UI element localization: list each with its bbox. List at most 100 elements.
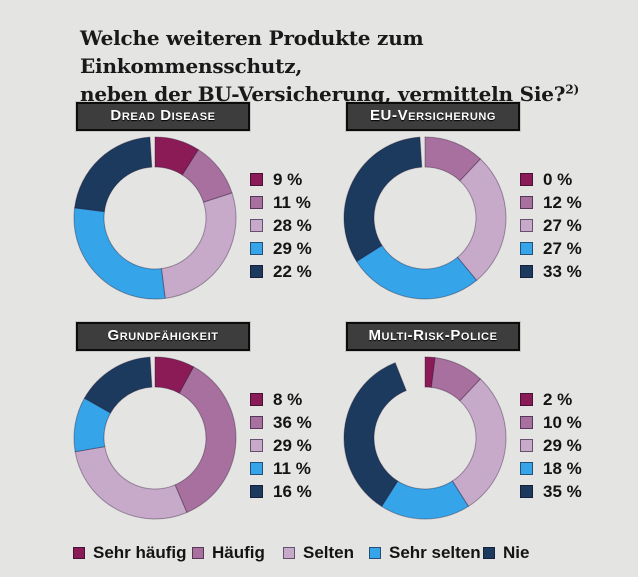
- donut-svg: [73, 136, 237, 300]
- color-swatch-sehr-selten: [520, 242, 533, 255]
- percent-list-multi-risk-police: 2 % 10 % 29 % 18 % 35 %: [520, 388, 582, 503]
- percent-label: 27 %: [543, 238, 582, 258]
- donut-segment-nie: [83, 356, 153, 414]
- percent-row: 36 %: [250, 411, 312, 434]
- percent-row: 29 %: [250, 237, 312, 260]
- chart-header-grundfaehigkeit: Grundfähigkeit: [76, 322, 250, 351]
- chart-header-dread-disease: Dread Disease: [76, 102, 250, 131]
- color-swatch-selten: [520, 439, 533, 452]
- legend-swatch-nie: [483, 547, 495, 559]
- color-swatch-nie: [520, 485, 533, 498]
- donut-chart-grundfaehigkeit: [71, 354, 239, 522]
- legend-label-haeufig: Häufig: [212, 543, 265, 562]
- percent-label: 29 %: [273, 435, 312, 455]
- percent-row: 35 %: [520, 480, 582, 503]
- color-swatch-häufig: [250, 416, 263, 429]
- percent-row: 22 %: [250, 260, 312, 283]
- color-swatch-selten: [250, 219, 263, 232]
- donut-chart-dread-disease: [71, 134, 239, 302]
- percent-label: 16 %: [273, 481, 312, 501]
- chart-header-multi-risk-police: Multi-Risk-Police: [346, 322, 520, 351]
- donut-panel-eu-versicherung: EU-Versicherung 0 % 12 % 27 % 27 % 33 %: [343, 102, 626, 322]
- legend-item-sehr-selten: Sehr selten: [369, 543, 481, 562]
- percent-row: 9 %: [250, 168, 312, 191]
- percent-label: 29 %: [543, 435, 582, 455]
- percent-row: 29 %: [250, 434, 312, 457]
- donut-panel-dread-disease: Dread Disease 9 % 11 % 28 % 29 % 22 %: [73, 102, 356, 322]
- percent-label: 8 %: [273, 389, 303, 409]
- percent-row: 16 %: [250, 480, 312, 503]
- percent-label: 28 %: [273, 215, 312, 235]
- percent-label: 11 %: [273, 192, 311, 212]
- percent-label: 12 %: [543, 192, 582, 212]
- legend-label-sehr-selten: Sehr selten: [389, 543, 481, 562]
- percent-list-grundfaehigkeit: 8 % 36 % 29 % 11 % 16 %: [250, 388, 312, 503]
- color-swatch-nie: [250, 485, 263, 498]
- color-swatch-sehr-selten: [520, 462, 533, 475]
- color-swatch-häufig: [520, 416, 533, 429]
- percent-label: 29 %: [273, 238, 312, 258]
- chart-header-eu-versicherung: EU-Versicherung: [346, 102, 520, 131]
- donut-segment-sehr-selten: [73, 207, 166, 300]
- donut-svg: [343, 356, 507, 520]
- percent-label: 0 %: [543, 169, 573, 189]
- page-title: Welche weiteren Produkte zum Einkommenss…: [80, 24, 620, 108]
- donut-segment-häufig: [174, 366, 237, 514]
- donut-panel-multi-risk-police: Multi-Risk-Police 2 % 10 % 29 % 18 % 35 %: [343, 322, 626, 542]
- donut-segment-nie: [343, 362, 407, 508]
- donut-segment-nie: [74, 136, 153, 213]
- percent-label: 2 %: [543, 389, 573, 409]
- percent-label: 9 %: [273, 169, 303, 189]
- color-swatch-sehr-selten: [250, 242, 263, 255]
- color-swatch-sehr-häufig: [520, 393, 533, 406]
- percent-row: 27 %: [520, 237, 582, 260]
- donut-chart-eu-versicherung: [341, 134, 509, 302]
- legend-swatch-sehr-haeufig: [73, 547, 85, 559]
- percent-label: 36 %: [273, 412, 312, 432]
- donut-segment-selten: [160, 192, 237, 299]
- color-swatch-sehr-häufig: [250, 173, 263, 186]
- percent-row: 11 %: [250, 191, 312, 214]
- percent-label: 27 %: [543, 215, 582, 235]
- color-swatch-sehr-häufig: [520, 173, 533, 186]
- legend-swatch-haeufig: [192, 547, 204, 559]
- color-swatch-sehr-häufig: [250, 393, 263, 406]
- donut-segment-selten: [456, 158, 507, 282]
- percent-row: 18 %: [520, 457, 582, 480]
- percent-row: 8 %: [250, 388, 312, 411]
- donut-svg: [73, 356, 237, 520]
- donut-svg: [343, 136, 507, 300]
- percent-label: 10 %: [543, 412, 582, 432]
- color-swatch-nie: [520, 265, 533, 278]
- percent-row: 10 %: [520, 411, 582, 434]
- legend-item-sehr-haeufig: Sehr häufig: [73, 543, 187, 562]
- percent-label: 22 %: [273, 261, 312, 281]
- legend-label-selten: Selten: [303, 543, 355, 562]
- color-swatch-selten: [520, 219, 533, 232]
- percent-list-eu-versicherung: 0 % 12 % 27 % 27 % 33 %: [520, 168, 582, 283]
- percent-row: 33 %: [520, 260, 582, 283]
- percent-row: 0 %: [520, 168, 582, 191]
- donut-segment-häufig: [430, 357, 482, 402]
- legend-swatch-selten: [283, 547, 295, 559]
- color-swatch-sehr-selten: [250, 462, 263, 475]
- percent-label: 33 %: [543, 261, 582, 281]
- percent-row: 27 %: [520, 214, 582, 237]
- donut-segment-sehr-selten: [355, 244, 478, 300]
- legend-label-nie: Nie: [503, 543, 530, 562]
- legend-item-haeufig: Häufig: [192, 543, 265, 562]
- percent-row: 28 %: [250, 214, 312, 237]
- color-swatch-nie: [250, 265, 263, 278]
- legend-item-nie: Nie: [483, 543, 530, 562]
- donut-panel-grundfaehigkeit: Grundfähigkeit 8 % 36 % 29 % 11 % 16 %: [73, 322, 356, 542]
- percent-list-dread-disease: 9 % 11 % 28 % 29 % 22 %: [250, 168, 312, 283]
- legend-swatch-sehr-selten: [369, 547, 381, 559]
- donut-segment-selten: [74, 446, 188, 520]
- percent-label: 35 %: [543, 481, 582, 501]
- color-swatch-selten: [250, 439, 263, 452]
- donut-segment-sehr-selten: [380, 480, 470, 520]
- legend-label-sehr-haeufig: Sehr häufig: [93, 543, 187, 562]
- percent-row: 12 %: [520, 191, 582, 214]
- color-swatch-häufig: [250, 196, 263, 209]
- donut-chart-multi-risk-police: [341, 354, 509, 522]
